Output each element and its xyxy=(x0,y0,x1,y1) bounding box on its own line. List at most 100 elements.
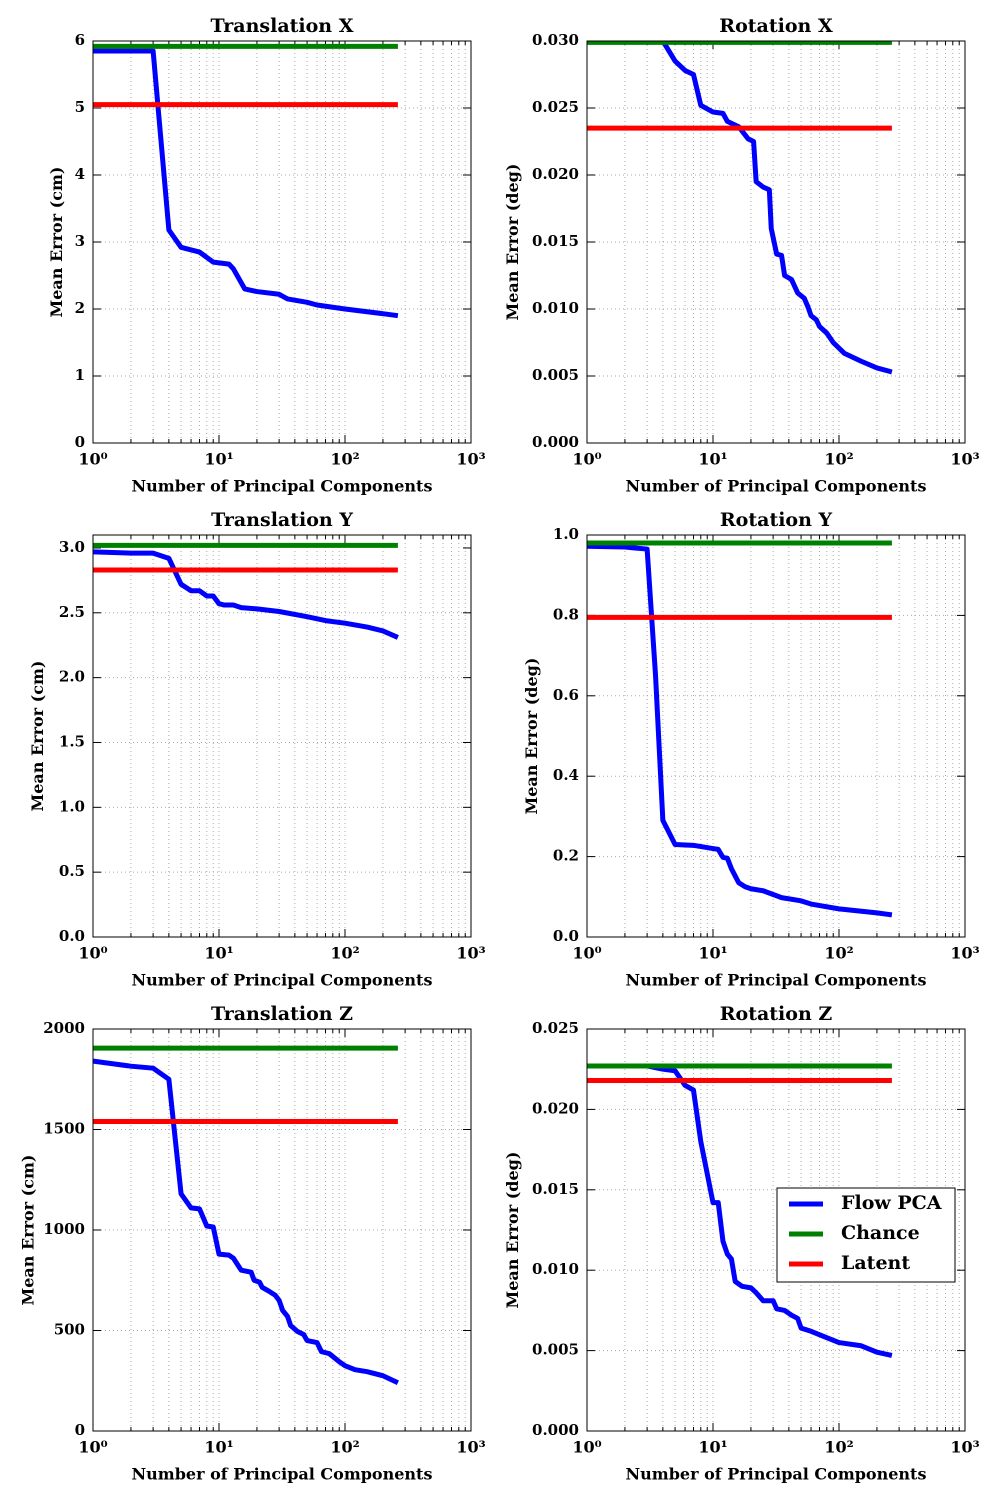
series-line xyxy=(660,41,893,375)
chart-title: Rotation X xyxy=(719,15,833,37)
x-tick-label: 10¹ xyxy=(204,1438,233,1457)
x-tick-label: 10² xyxy=(330,450,359,469)
x-axis-label: Number of Principal Components xyxy=(132,971,433,990)
y-axis-label: Mean Error (deg) xyxy=(503,1152,522,1309)
panel: 10⁰ 10¹ 10² 10³ 0 1 2 3 4 5 6 Translation X Number o… xyxy=(47,15,486,496)
chart-title: Rotation Z xyxy=(720,1003,833,1025)
y-tick-label: 1.0 xyxy=(59,797,85,815)
y-tick-label: 0.005 xyxy=(532,366,579,384)
y-tick-label: 1.5 xyxy=(59,732,85,750)
y-axis-label: Mean Error (cm) xyxy=(28,661,47,812)
x-tick-label: 10¹ xyxy=(204,450,233,469)
plot-frame xyxy=(586,40,966,444)
plot-frame xyxy=(92,40,472,444)
series-line xyxy=(587,543,893,918)
legend-label: Flow PCA xyxy=(841,1192,942,1214)
x-tick-label: 10¹ xyxy=(698,1438,727,1457)
series-line xyxy=(93,48,399,319)
legend-label: Chance xyxy=(841,1222,920,1244)
y-tick-label: 0.005 xyxy=(532,1341,579,1359)
chart-title: Translation X xyxy=(211,15,354,37)
y-tick-label: 0.000 xyxy=(532,1421,579,1439)
x-tick-label: 10³ xyxy=(456,944,485,963)
x-tick-label: 10³ xyxy=(456,1438,485,1457)
y-tick-label: 0.020 xyxy=(532,1099,579,1117)
y-tick-label: 1.0 xyxy=(553,525,579,543)
y-axis-label: Mean Error (cm) xyxy=(47,167,66,318)
legend: Flow PCA Chance Latent xyxy=(776,1187,956,1283)
plot-frame xyxy=(92,1028,472,1432)
panel: 10⁰ 10¹ 10² 10³ 0 500 1000 1500 2000 Translation … xyxy=(19,1003,486,1484)
x-tick-label: 10¹ xyxy=(204,944,233,963)
y-tick-label: 0 xyxy=(75,433,85,451)
y-tick-label: 1000 xyxy=(43,1220,85,1238)
x-tick-label: 10³ xyxy=(950,944,979,963)
x-tick-label: 10¹ xyxy=(698,944,727,963)
chart-title: Rotation Y xyxy=(720,509,833,531)
y-tick-label: 4 xyxy=(75,165,85,183)
y-tick-label: 0.0 xyxy=(59,927,85,945)
plot-frame xyxy=(92,534,472,938)
y-tick-label: 1 xyxy=(75,366,85,384)
plot-frame xyxy=(586,1028,966,1432)
y-tick-label: 5 xyxy=(75,98,85,116)
x-tick-label: 10⁰ xyxy=(78,450,107,469)
x-tick-label: 10³ xyxy=(950,1438,979,1457)
x-tick-label: 10⁰ xyxy=(78,944,107,963)
y-tick-label: 0.8 xyxy=(553,605,579,623)
y-tick-label: 0.015 xyxy=(532,1180,579,1198)
y-tick-label: 1500 xyxy=(43,1120,85,1138)
x-tick-label: 10⁰ xyxy=(572,944,601,963)
chart-title: Translation Z xyxy=(211,1003,353,1025)
y-tick-label: 0.020 xyxy=(532,165,579,183)
x-tick-label: 10³ xyxy=(950,450,979,469)
y-axis-label: Mean Error (deg) xyxy=(503,164,522,321)
legend-label: Latent xyxy=(841,1252,910,1274)
panel: 10⁰ 10¹ 10² 10³ 0.0 0.5 1.0 1.5 2.0 2.5 3.0 Transla… xyxy=(28,509,486,990)
y-tick-label: 3.0 xyxy=(59,538,85,556)
panel: 10⁰ 10¹ 10² 10³ 0.000 0.005 0.010 0.015 0.020 0.0… xyxy=(503,15,980,496)
series-line xyxy=(587,1063,893,1358)
y-tick-label: 0.030 xyxy=(532,31,579,49)
x-tick-label: 10² xyxy=(824,944,853,963)
x-tick-label: 10⁰ xyxy=(572,450,601,469)
y-tick-label: 0.000 xyxy=(532,433,579,451)
y-tick-label: 0.015 xyxy=(532,232,579,250)
x-tick-label: 10² xyxy=(330,1438,359,1457)
y-tick-label: 0.010 xyxy=(532,299,579,317)
series-line xyxy=(93,1058,399,1386)
plot-frame xyxy=(586,534,966,938)
y-axis-label: Mean Error (cm) xyxy=(19,1155,38,1306)
x-axis-label: Number of Principal Components xyxy=(626,477,927,496)
x-tick-label: 10² xyxy=(330,944,359,963)
x-tick-label: 10² xyxy=(824,1438,853,1457)
y-tick-label: 6 xyxy=(75,31,85,49)
y-tick-label: 0 xyxy=(75,1421,85,1439)
y-tick-label: 0.2 xyxy=(553,847,579,865)
y-tick-label: 0.4 xyxy=(553,766,579,784)
y-tick-label: 0.6 xyxy=(553,686,579,704)
y-tick-label: 0.0 xyxy=(553,927,579,945)
y-tick-label: 2 xyxy=(75,299,85,317)
series-line xyxy=(93,549,399,640)
panel: 10⁰ 10¹ 10² 10³ 0.0 0.2 0.4 0.6 0.8 1.0 Rotation Y… xyxy=(522,509,980,990)
y-axis-label: Mean Error (deg) xyxy=(522,658,541,815)
y-tick-label: 3 xyxy=(75,232,85,250)
x-axis-label: Number of Principal Components xyxy=(132,477,433,496)
panel: 10⁰ 10¹ 10² 10³ 0.000 0.005 0.010 0.015 0.020 0.0… xyxy=(503,1003,980,1484)
x-axis-label: Number of Principal Components xyxy=(626,1465,927,1484)
x-tick-label: 10¹ xyxy=(698,450,727,469)
y-tick-label: 0.025 xyxy=(532,1019,579,1037)
x-axis-label: Number of Principal Components xyxy=(626,971,927,990)
x-tick-label: 10³ xyxy=(456,450,485,469)
y-tick-label: 0.010 xyxy=(532,1260,579,1278)
y-tick-label: 2.5 xyxy=(59,603,85,621)
y-tick-label: 500 xyxy=(54,1321,85,1339)
y-tick-label: 2.0 xyxy=(59,668,85,686)
x-tick-label: 10⁰ xyxy=(572,1438,601,1457)
x-tick-label: 10² xyxy=(824,450,853,469)
y-tick-label: 0.5 xyxy=(59,862,85,880)
chart-title: Translation Y xyxy=(211,509,353,531)
x-axis-label: Number of Principal Components xyxy=(132,1465,433,1484)
